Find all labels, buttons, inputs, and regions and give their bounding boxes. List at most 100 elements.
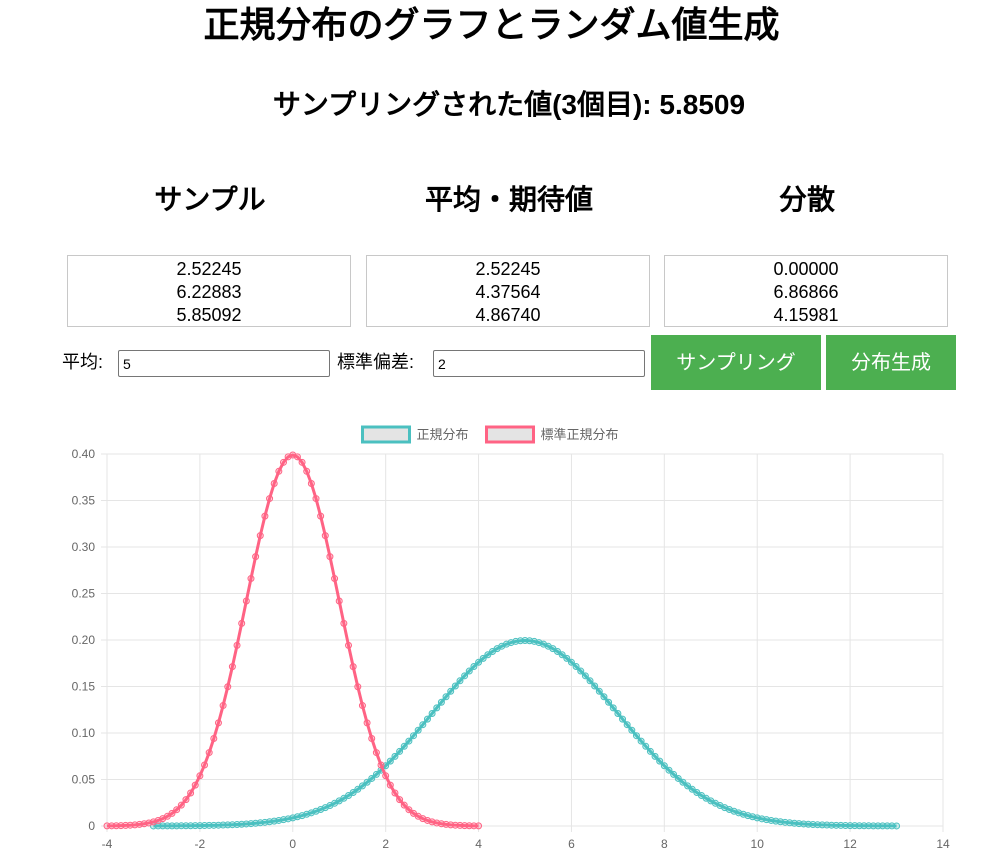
sample-value: 6.22883 [176,282,242,302]
data-point [628,726,636,734]
data-point [266,495,274,503]
chart-axes: -4 -2 0 2 4 6 8 10 12 14 0 0.05 0.10 0.15 0.20 0.25 0.30… [72,447,950,851]
data-point [396,796,404,804]
data-point [201,761,209,769]
variance-value: 6.86866 [773,282,839,302]
series-標準正規分布 [103,451,483,830]
data-point [558,651,566,659]
y-tick-label: 0.15 [72,680,96,694]
samples-box: 2.52245 6.22883 5.85092 [67,255,351,327]
data-point [270,480,278,488]
data-point [279,458,287,466]
data-point [581,672,589,680]
data-point [572,663,580,671]
y-tick-label: 0.10 [72,726,96,740]
y-tick-label: 0.20 [72,633,96,647]
data-point [567,658,575,666]
data-point [256,532,264,540]
y-tick-label: 0.05 [72,773,96,787]
data-point [298,458,306,466]
data-point [456,677,464,685]
y-tick-label: 0 [88,819,95,833]
data-point [623,721,631,729]
data-point [331,575,339,583]
x-tick-label: 0 [289,837,296,851]
chart-legend: 正規分布 標準正規分布 [361,425,619,444]
sd-label: 標準偏差: [337,352,415,372]
data-point [210,735,218,743]
data-point [354,785,362,793]
chart-grid [101,453,944,832]
y-tick-label: 0.30 [72,540,96,554]
data-point [173,806,181,814]
data-point [470,663,478,671]
mean-value: 4.37564 [475,282,541,302]
data-point [423,715,431,723]
data-point [433,704,441,712]
data-point [368,774,376,782]
data-point [187,789,195,797]
sd-input[interactable] [433,350,645,377]
variances-box: 0.00000 6.86866 4.15981 [664,255,948,327]
variance-value: 4.15981 [773,305,839,325]
data-point [252,553,260,561]
data-point [646,747,654,755]
data-point [377,761,385,769]
data-point [656,757,664,765]
data-point [261,512,269,520]
data-point [437,698,445,706]
data-point [303,467,311,475]
data-point [233,641,241,649]
data-point [335,597,343,605]
legend-label: 標準正規分布 [541,427,619,442]
page-title: 正規分布のグラフとランダム値生成 [203,4,780,45]
data-point [619,715,627,723]
means-box: 2.52245 4.37564 4.86740 [366,255,650,327]
x-tick-label: -4 [102,837,113,851]
data-point [660,762,668,770]
generate-distribution-button[interactable]: 分布生成 [826,335,956,390]
data-point [405,806,413,814]
column-header-sample: サンプル [154,184,266,215]
mean-label: 平均: [62,352,104,372]
data-point [400,742,408,750]
data-point [219,702,227,710]
data-point [479,654,487,662]
data-point [224,683,232,691]
data-point [363,719,371,727]
y-tick-label: 0.35 [72,494,96,508]
data-point [317,512,325,520]
data-point [442,693,450,701]
series-line [106,453,479,828]
data-point [391,789,399,797]
x-tick-label: 6 [568,837,575,851]
legend-swatch [361,425,411,444]
data-point [614,709,622,717]
data-point [238,619,246,627]
data-point [605,698,613,706]
data-point [247,575,255,583]
data-point [586,677,594,685]
data-point [168,809,176,817]
data-point [591,682,599,690]
data-point [577,667,585,675]
x-tick-label: 10 [751,837,765,851]
mean-value: 2.52245 [475,259,541,279]
data-point [345,641,353,649]
data-point [228,663,236,671]
data-point [326,553,334,561]
data-point [307,480,315,488]
sample-button[interactable]: サンプリング [651,335,821,390]
data-point [275,467,283,475]
mean-input[interactable] [118,350,330,377]
data-point [475,822,483,830]
data-point [465,667,473,675]
data-point [349,788,357,796]
x-tick-label: 4 [475,837,482,851]
y-tick-label: 0.25 [72,587,96,601]
data-point [642,742,650,750]
data-point [632,732,640,740]
data-point [684,782,692,790]
data-point [368,735,376,743]
x-tick-label: 14 [936,837,950,851]
